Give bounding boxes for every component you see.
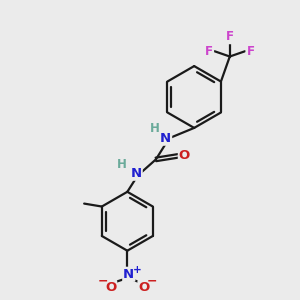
Text: N: N (130, 167, 142, 180)
Text: F: F (205, 45, 213, 58)
Text: H: H (116, 158, 126, 171)
Text: N: N (123, 268, 134, 281)
Text: H: H (150, 122, 160, 135)
Text: F: F (246, 45, 254, 58)
Text: O: O (179, 149, 190, 162)
Text: O: O (139, 281, 150, 294)
Text: +: + (132, 266, 141, 275)
Text: −: − (97, 274, 108, 287)
Text: F: F (226, 30, 234, 43)
Text: N: N (160, 132, 171, 145)
Text: O: O (105, 281, 116, 294)
Text: −: − (147, 274, 157, 287)
